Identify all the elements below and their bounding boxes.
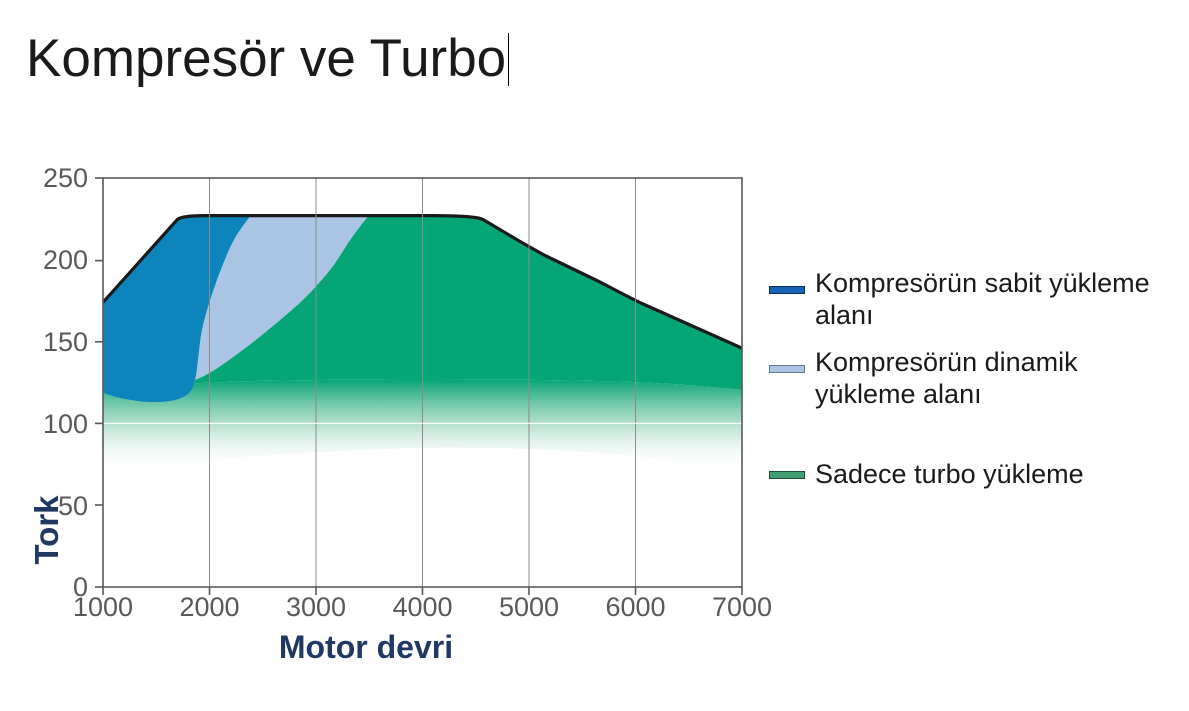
svg-text:1000: 1000 [73, 592, 133, 622]
svg-text:250: 250 [43, 163, 88, 193]
svg-text:3000: 3000 [286, 592, 346, 622]
svg-text:Motor devri: Motor devri [279, 629, 453, 665]
svg-text:Tork: Tork [28, 495, 65, 565]
svg-text:4000: 4000 [392, 592, 452, 622]
svg-text:2000: 2000 [179, 592, 239, 622]
svg-text:200: 200 [43, 245, 88, 275]
svg-text:150: 150 [43, 327, 88, 357]
svg-text:100: 100 [43, 409, 88, 439]
svg-text:5000: 5000 [499, 592, 559, 622]
svg-text:6000: 6000 [605, 592, 665, 622]
svg-text:7000: 7000 [712, 592, 772, 622]
